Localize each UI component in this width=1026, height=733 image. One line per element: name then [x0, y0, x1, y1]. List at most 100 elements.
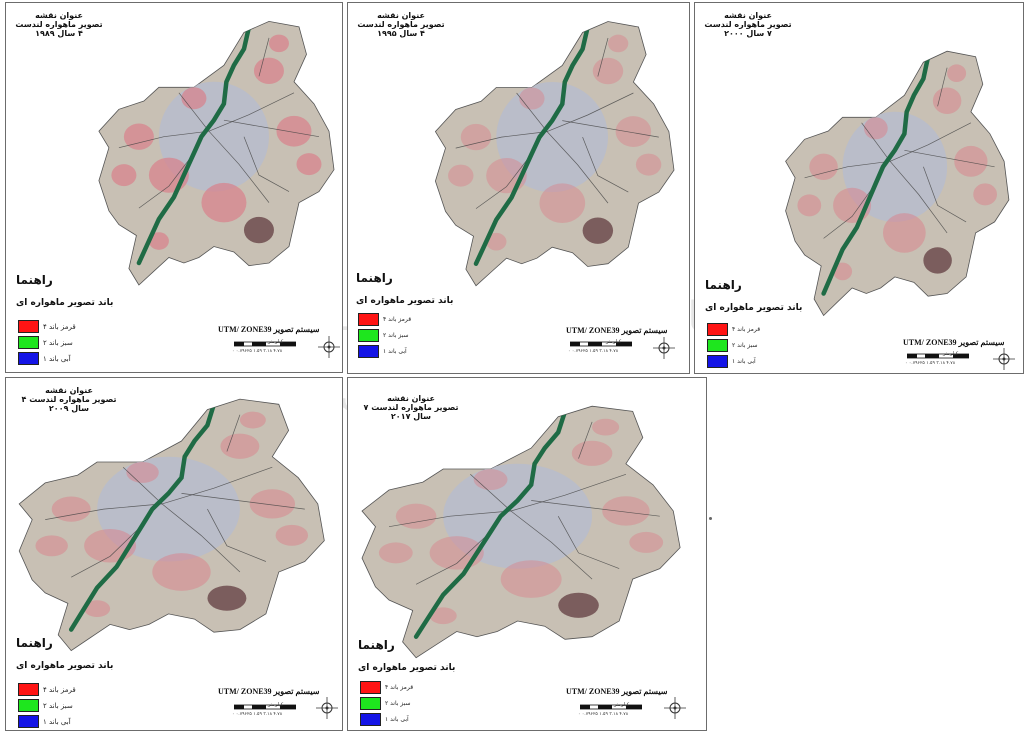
vegetation-patch: [519, 87, 545, 110]
legend-swatch: [18, 699, 39, 712]
vegetation-patch: [35, 535, 68, 557]
scale-unit: کیلومتر: [614, 702, 630, 708]
legend-label: آبی باند ۱: [43, 354, 71, 363]
vegetation-patch: [797, 194, 822, 217]
north-arrow-icon: [316, 697, 338, 719]
road-line: [557, 516, 620, 569]
vegetation-patch: [571, 440, 613, 466]
vegetation-patch: [201, 182, 247, 223]
legend-subheading: باند تصویر ماهواره ای: [16, 661, 114, 671]
road-line: [531, 500, 660, 517]
coordinate-system-label: UTM/ ZONE39 سیستم تصویر: [566, 687, 668, 696]
vegetation-patch: [486, 232, 507, 251]
map-title-line1: عنوان نقشه: [377, 11, 425, 20]
stray-dot: [709, 517, 712, 520]
legend-swatch: [360, 681, 381, 694]
legend-swatch: [18, 715, 39, 728]
vegetation-patch: [460, 123, 492, 151]
road-line: [904, 149, 995, 168]
dark-patch: [207, 585, 247, 611]
road-line: [516, 92, 548, 132]
map-title: عنوان نقشه تصویر ماهواره لندست ۷ سال ۲۰۱…: [356, 394, 466, 422]
road-line: [118, 130, 209, 149]
vegetation-patch: [378, 542, 413, 564]
vegetation-patch: [592, 57, 624, 85]
map-panel-1989: عنوان نقشه تصویر ماهواره لندست ۴ سال ۱۹۸…: [5, 2, 343, 373]
road-line: [71, 524, 143, 578]
legend-label: سبز باند ۲: [43, 701, 73, 710]
dark-patch: [558, 592, 599, 618]
legend-swatch: [358, 313, 379, 326]
road-line: [597, 37, 609, 77]
legend-label: آبی باند ۱: [385, 716, 409, 723]
map-panel-2009: عنوان نقشه تصویر ماهواره لندست ۴ سال ۲۰۰…: [5, 377, 343, 731]
river: [473, 24, 590, 266]
scale-labels: ۰ ۰.۷۹۶۲۵ ۱.۵۹ ۳.۱۸ ۴.۷۸: [578, 712, 629, 717]
legend-subheading: باند تصویر ماهواره ای: [16, 298, 114, 308]
scale-unit: کیلومتر: [268, 702, 284, 708]
river: [821, 54, 931, 296]
vegetation-patch: [111, 164, 137, 187]
legend-swatch: [358, 345, 379, 358]
city-satellite-map-2000: [785, 50, 1010, 317]
legend-item-red: قرمز باند ۴: [358, 313, 411, 326]
road-line: [470, 474, 512, 512]
road-line: [455, 131, 548, 149]
river: [68, 402, 217, 632]
vegetation-patch: [602, 496, 650, 526]
vegetation-patch: [239, 411, 266, 429]
dark-patch: [582, 217, 614, 244]
road-line: [562, 120, 659, 138]
map-title: عنوان نقشه تصویر ماهواره لندست ۴ سال ۲۰۰…: [14, 386, 124, 414]
road-line: [823, 183, 877, 239]
vegetation-patch: [629, 531, 664, 553]
legend-label: آبی باند ۱: [43, 717, 71, 726]
legend-item-blue: آبی باند ۱: [358, 345, 407, 358]
coordinate-system-label: UTM/ ZONE39 سیستم تصویر: [218, 687, 320, 696]
legend-item-green: سبز باند ۲: [18, 336, 73, 349]
road-line: [475, 153, 533, 209]
road-line: [178, 92, 210, 132]
river: [136, 24, 252, 266]
road-line: [181, 493, 305, 510]
map-title-line2: تصویر ماهواره لندست ۴ سال ۲۰۰۹: [21, 395, 117, 414]
map-panel-2017: عنوان نقشه تصویر ماهواره لندست ۷ سال ۲۰۱…: [347, 377, 707, 731]
legend-label: سبز باند ۲: [43, 338, 73, 347]
road-line: [388, 510, 511, 528]
legend-subheading: باند تصویر ماهواره ای: [705, 303, 803, 313]
vegetation-patch: [268, 34, 289, 53]
legend-item-green: سبز باند ۲: [707, 339, 758, 352]
vegetation-patch: [148, 232, 169, 250]
legend-item-red: قرمز باند ۴: [18, 683, 76, 696]
vegetation-patch: [276, 115, 312, 147]
vegetation-patch: [863, 117, 888, 140]
north-arrow-icon: [318, 336, 340, 358]
road-line: [889, 161, 948, 234]
map-title-line1: عنوان نقشه: [35, 11, 83, 20]
scale-labels: ۰ ۰.۷۹۶۲۵ ۱.۵۹ ۳.۱۸ ۴.۷۸: [568, 349, 619, 354]
vegetation-patch: [296, 153, 322, 176]
coordinate-system-label: UTM/ ZONE39 سیستم تصویر: [903, 338, 1005, 347]
vegetation-patch: [882, 213, 926, 253]
vegetation-patch: [84, 600, 111, 618]
vegetation-patch: [932, 87, 962, 114]
city-satellite-map-1989: [98, 20, 335, 286]
city-satellite-map-2009: [18, 398, 325, 652]
vegetation-patch: [429, 607, 457, 625]
vegetation-patch: [275, 524, 309, 546]
road-line: [45, 503, 163, 520]
legend-swatch: [358, 329, 379, 342]
map-title: عنوان نقشه تصویر ماهواره لندست ۴ سال ۱۹۸…: [14, 11, 104, 39]
vegetation-patch: [253, 57, 284, 84]
city-satellite-map-2017: [361, 405, 681, 659]
dark-patch: [243, 216, 274, 244]
vegetation-patch: [635, 153, 662, 176]
road-line: [582, 136, 629, 193]
legend-heading: راهنما: [16, 636, 53, 650]
road-line: [122, 466, 163, 505]
map-title: عنوان نقشه تصویر ماهواره لندست ۷ سال ۲۰۰…: [703, 11, 793, 39]
legend-item-green: سبز باند ۲: [358, 329, 409, 342]
vegetation-patch: [809, 153, 838, 181]
legend-label: آبی باند ۱: [732, 358, 756, 365]
road-line: [161, 503, 241, 573]
